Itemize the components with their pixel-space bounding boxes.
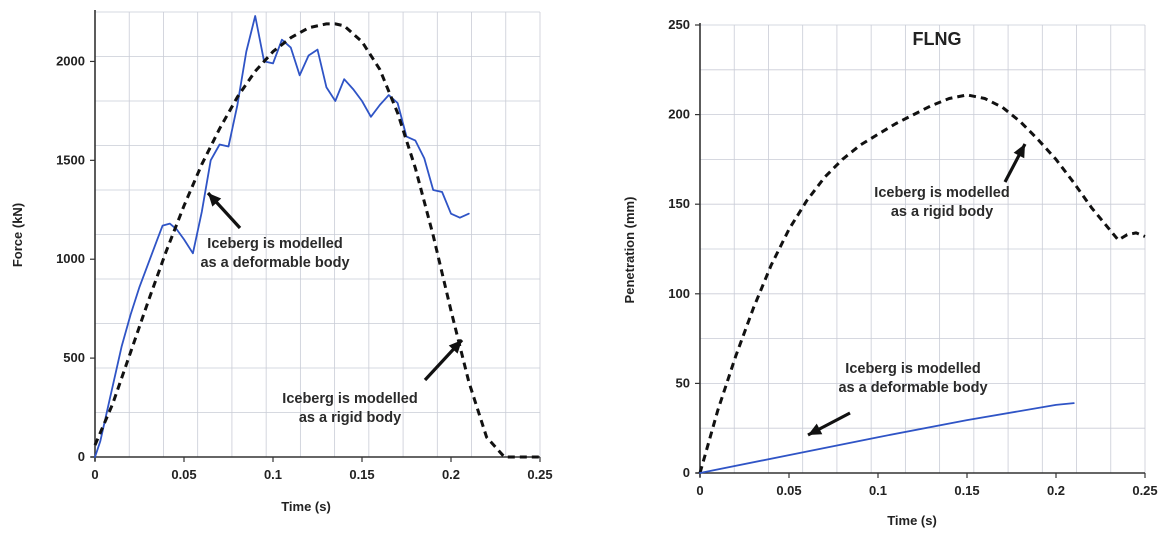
force-series-rigid-line	[93, 22, 540, 459]
penetration-arrow	[807, 411, 851, 437]
penetration-annotation-line: Iceberg is modelled	[845, 361, 980, 377]
penetration-grid	[700, 24, 1146, 473]
force-annotation: Iceberg is modelled as a deformable body	[200, 236, 349, 271]
force-y-axis-label: Force (kN)	[10, 203, 25, 267]
penetration-y-tick-label: 200	[668, 107, 690, 122]
penetration-arrow	[1003, 143, 1027, 183]
force-annotation-line: as a rigid body	[299, 410, 401, 426]
penetration-series-rigid-line	[698, 93, 1146, 474]
force-x-tick-label: 0.2	[442, 467, 460, 482]
penetration-series-deformable-line	[699, 402, 1075, 474]
force-annotation-line: Iceberg is modelled	[207, 236, 342, 252]
force-y-tick-label: 500	[63, 350, 85, 365]
penetration-arrow-head	[1013, 144, 1025, 159]
penetration-x-tick-label: 0	[696, 483, 703, 498]
penetration-x-tick-label: 0.1	[869, 483, 887, 498]
force-annotation-line: as a deformable body	[200, 255, 349, 271]
force-x-tick-label: 0.15	[349, 467, 374, 482]
penetration-x-axis-label: Time (s)	[887, 513, 937, 528]
force-arrow-head	[448, 340, 462, 354]
force-x-tick-label: 0.05	[171, 467, 196, 482]
force-annotation: Iceberg is modelled as a rigid body	[282, 391, 417, 426]
force-arrow	[206, 191, 242, 230]
penetration-x-tick-label: 0.15	[954, 483, 979, 498]
force-y-tick-label: 2000	[56, 53, 85, 68]
penetration-annotation: Iceberg is modelled as a deformable body	[838, 361, 987, 396]
penetration-annotation-line: as a deformable body	[838, 380, 987, 396]
penetration-x-tick-label: 0.05	[776, 483, 801, 498]
force-annotation-line: Iceberg is modelled	[282, 391, 417, 407]
penetration-y-tick-label: 150	[668, 196, 690, 211]
force-x-tick-label: 0	[91, 467, 98, 482]
penetration-x-tick-label: 0.2	[1047, 483, 1065, 498]
force-y-tick-label: 0	[78, 449, 85, 464]
penetration-chart-title: FLNG	[913, 29, 962, 49]
force-arrow-head	[208, 193, 222, 207]
force-x-tick-label: 0.1	[264, 467, 282, 482]
force-arrow	[423, 338, 464, 382]
penetration-y-tick-label: 100	[668, 286, 690, 301]
penetration-annotation: Iceberg is modelled as a rigid body	[874, 185, 1009, 220]
force-x-axis-label: Time (s)	[281, 499, 331, 514]
force-series-deformable-line	[94, 15, 470, 458]
penetration-arrow-head	[808, 423, 823, 435]
penetration-y-tick-label: 250	[668, 17, 690, 32]
force-y-tick-label: 1000	[56, 251, 85, 266]
penetration-annotation-line: Iceberg is modelled	[874, 185, 1009, 201]
penetration-y-axis-label: Penetration (mm)	[622, 197, 637, 304]
penetration-x-tick-label: 0.25	[1132, 483, 1157, 498]
penetration-annotation-line: as a rigid body	[891, 204, 993, 220]
force-x-tick-label: 0.25	[527, 467, 552, 482]
penetration-y-tick-label: 50	[676, 375, 690, 390]
penetration-y-tick-label: 0	[683, 465, 690, 480]
force-y-tick-label: 1500	[56, 152, 85, 167]
